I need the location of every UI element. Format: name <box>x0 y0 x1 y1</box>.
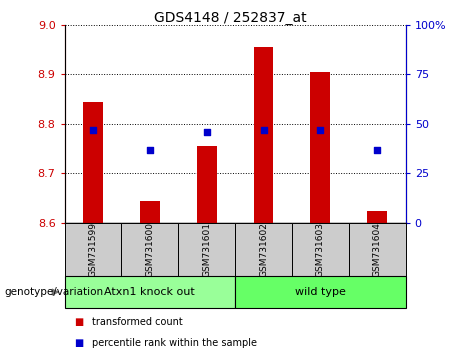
Text: GSM731599: GSM731599 <box>89 222 97 277</box>
Text: GSM731604: GSM731604 <box>373 222 382 277</box>
Bar <box>310 72 331 223</box>
Bar <box>178 223 235 276</box>
Point <box>89 127 97 133</box>
Point <box>203 129 210 135</box>
Bar <box>367 211 387 223</box>
Bar <box>140 201 160 223</box>
Text: ■: ■ <box>74 338 83 348</box>
Bar <box>65 276 235 308</box>
Text: genotype/variation: genotype/variation <box>5 287 104 297</box>
Point <box>146 147 154 153</box>
Bar <box>121 223 178 276</box>
Text: transformed count: transformed count <box>92 317 183 327</box>
Text: ■: ■ <box>74 317 83 327</box>
Bar <box>83 102 103 223</box>
Text: GSM731600: GSM731600 <box>145 222 154 277</box>
Bar <box>235 223 292 276</box>
Text: Atxn1 knock out: Atxn1 knock out <box>105 287 195 297</box>
Text: wild type: wild type <box>295 287 346 297</box>
Text: GSM731603: GSM731603 <box>316 222 325 277</box>
Bar <box>197 146 217 223</box>
Bar <box>254 47 273 223</box>
Text: GSM731601: GSM731601 <box>202 222 211 277</box>
Point <box>317 127 324 133</box>
Text: GSM731602: GSM731602 <box>259 222 268 277</box>
Text: GDS4148 / 252837_at: GDS4148 / 252837_at <box>154 11 307 25</box>
Point <box>260 127 267 133</box>
Bar <box>349 223 406 276</box>
Text: percentile rank within the sample: percentile rank within the sample <box>92 338 257 348</box>
Bar <box>235 276 406 308</box>
Bar <box>292 223 349 276</box>
Bar <box>65 223 121 276</box>
Point <box>373 147 381 153</box>
